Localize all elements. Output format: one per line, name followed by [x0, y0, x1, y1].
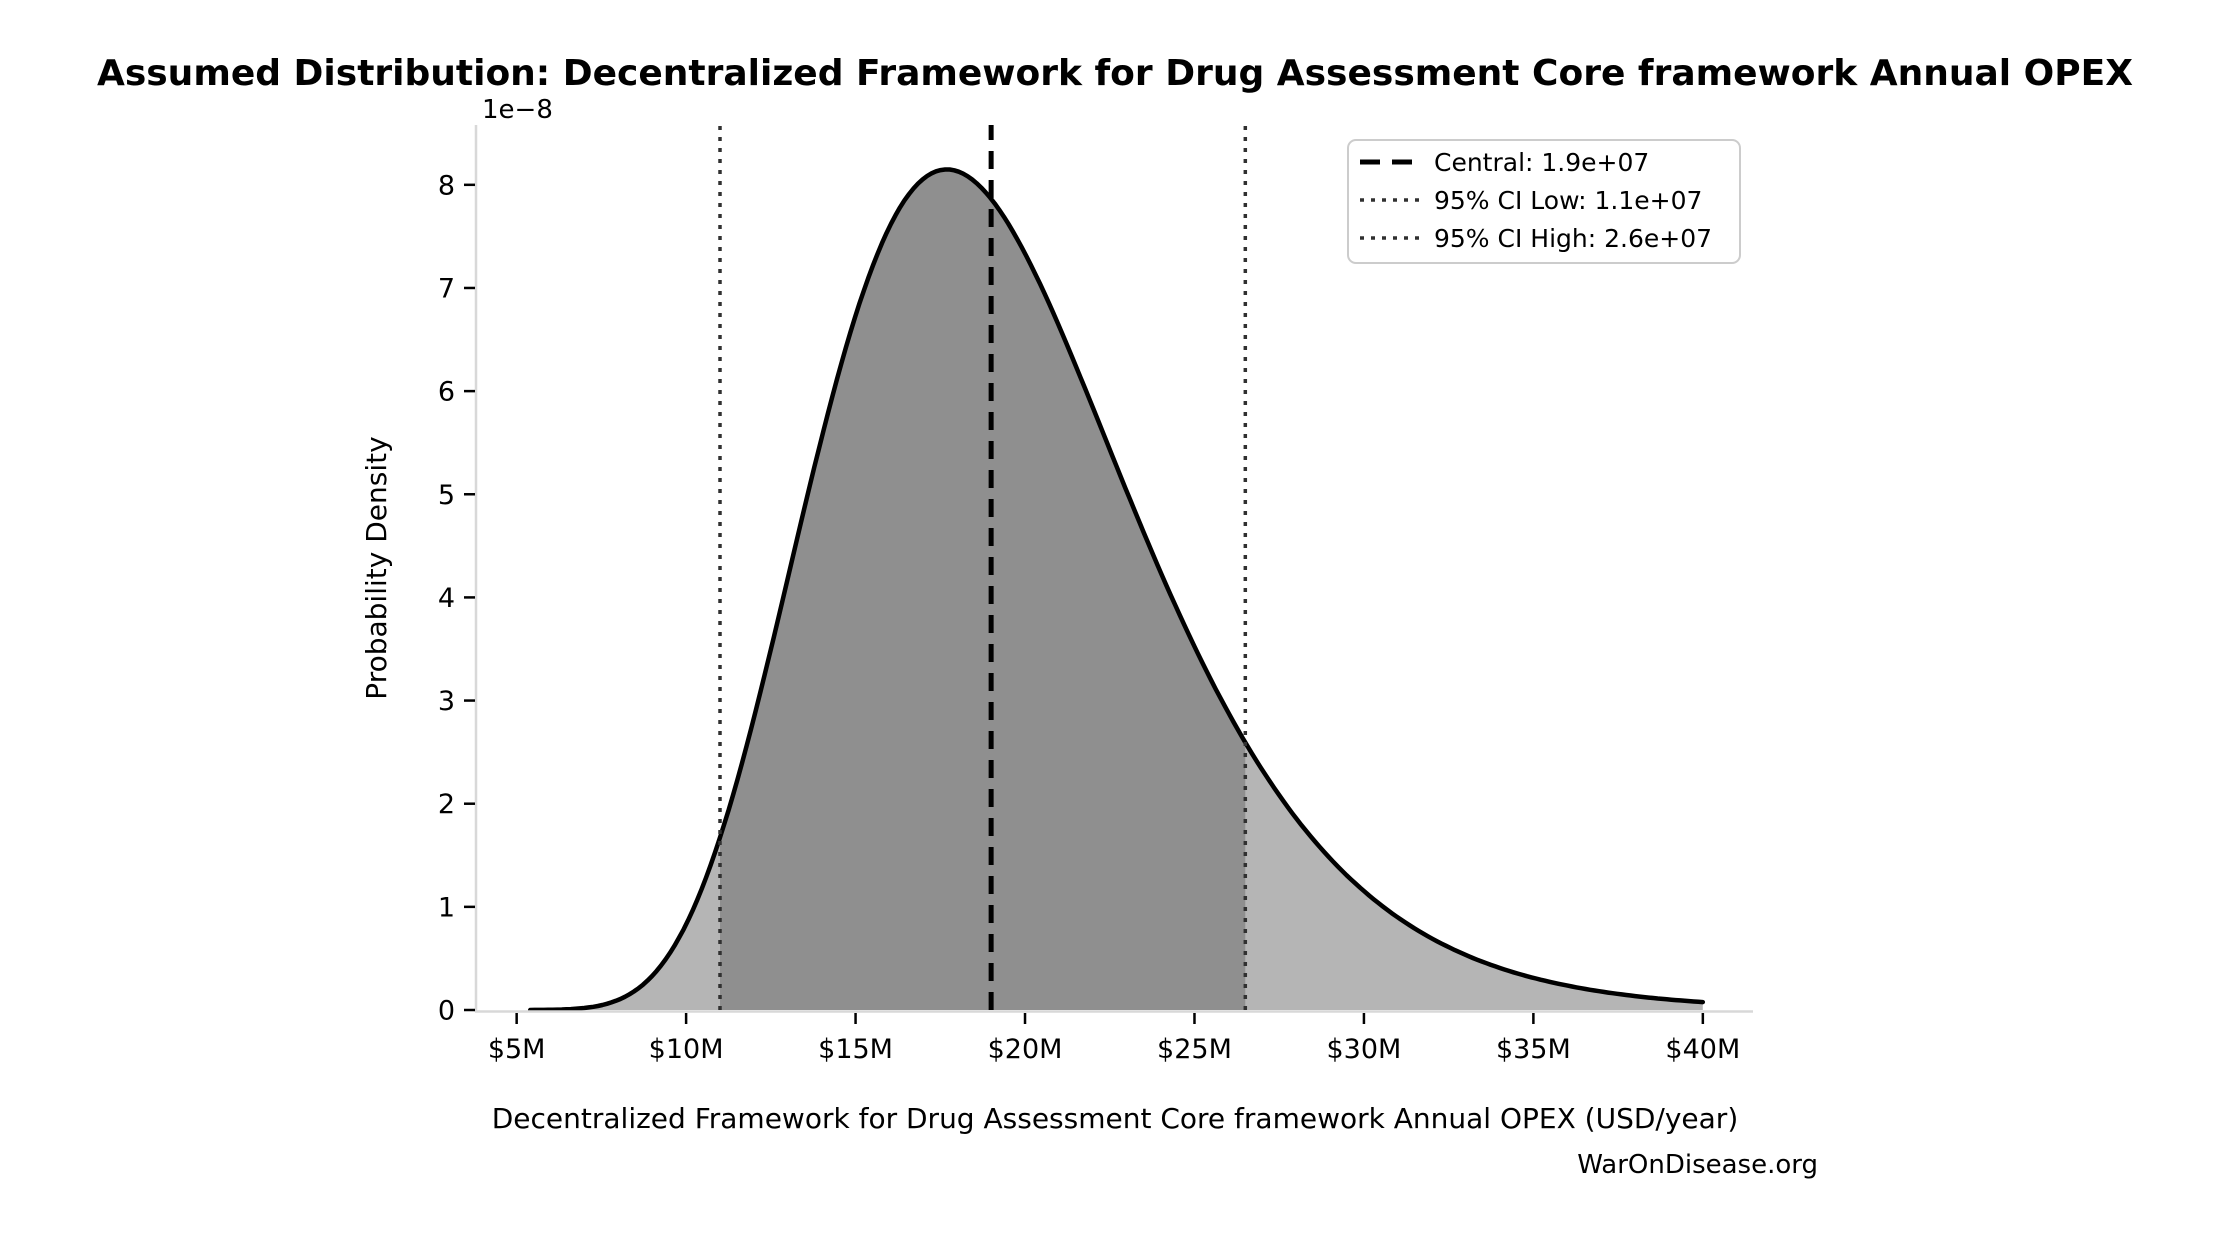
legend: Central: 1.9e+07 95% CI Low: 1.1e+07 95% C…: [1347, 139, 1741, 264]
y-tick-label: 1: [438, 892, 455, 923]
chart-title: Assumed Distribution: Decentralized Fram…: [97, 53, 2133, 94]
y-axis-offset-label: 1e−8: [482, 95, 553, 125]
density-fill-ci-band: [720, 169, 1246, 1010]
y-tick-label: 0: [438, 996, 455, 1027]
y-axis-label: Probability Density: [360, 436, 393, 699]
y-tick-label: 6: [438, 377, 455, 408]
plot-area: [527, 125, 1706, 1013]
x-tick-label: $15M: [818, 1034, 893, 1065]
y-tick-label: 2: [438, 789, 455, 820]
axes: $5M $10M $15M $20M $25M $30M $35M $40M 0 1 2 3 4 5 6 7 8: [438, 125, 1753, 1065]
y-tick-label: 5: [438, 480, 455, 511]
x-tick-label: $10M: [649, 1034, 724, 1065]
legend-entry-label: Central: 1.9e+07: [1434, 148, 1649, 177]
legend-entry-label: 95% CI Low: 1.1e+07: [1434, 186, 1702, 215]
x-axis-label: Decentralized Framework for Drug Assessm…: [492, 1102, 1739, 1135]
legend-box: [1347, 139, 1741, 264]
x-tick-label: $40M: [1665, 1034, 1740, 1065]
x-tick-label: $5M: [488, 1034, 546, 1065]
density-curve: [527, 167, 1706, 1013]
y-tick-label: 8: [438, 170, 455, 201]
y-tick-label: 7: [438, 273, 455, 304]
y-tick-label: 3: [438, 686, 455, 717]
legend-entry-label: 95% CI High: 2.6e+07: [1434, 224, 1712, 253]
y-tick-label: 4: [438, 583, 455, 614]
x-tick-label: $30M: [1327, 1034, 1402, 1065]
x-tick-label: $20M: [988, 1034, 1063, 1065]
x-tick-label: $25M: [1157, 1034, 1232, 1065]
watermark: WarOnDisease.org: [1577, 1150, 1818, 1180]
x-tick-label: $35M: [1496, 1034, 1571, 1065]
